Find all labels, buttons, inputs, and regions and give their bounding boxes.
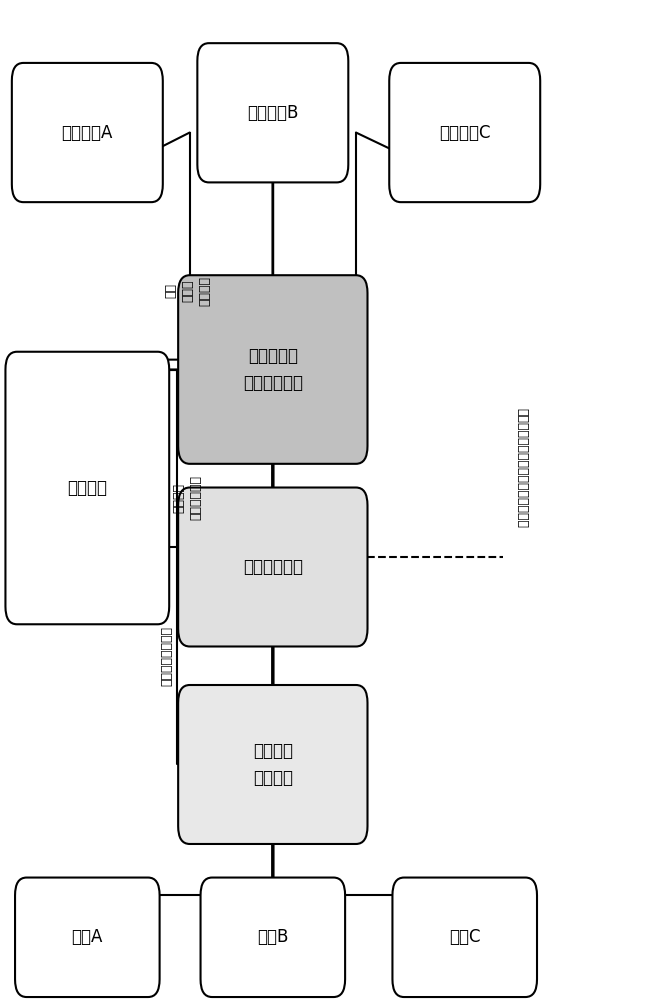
Text: 商户B: 商户B [257,928,288,946]
Text: 数据源渠道
采集信息模块: 数据源渠道 采集信息模块 [243,347,303,392]
FancyBboxPatch shape [393,878,537,997]
Text: 获取
数据源
采集数据: 获取 数据源 采集数据 [164,276,211,306]
Text: 商户A: 商户A [72,928,103,946]
Text: 路由管理模块: 路由管理模块 [243,558,303,576]
Text: 监控中心: 监控中心 [67,479,108,497]
Text: 征信业务
前置系统: 征信业务 前置系统 [253,742,293,787]
FancyBboxPatch shape [178,488,367,646]
FancyBboxPatch shape [200,878,345,997]
Text: 数据中心C: 数据中心C [439,124,491,142]
FancyBboxPatch shape [198,43,349,182]
FancyBboxPatch shape [178,685,367,844]
FancyBboxPatch shape [5,352,169,624]
Text: 获取商户调用数据: 获取商户调用数据 [161,626,174,686]
Text: 数据中心A: 数据中心A [62,124,113,142]
FancyBboxPatch shape [178,275,367,464]
FancyBboxPatch shape [389,63,540,202]
Text: 数据中心B: 数据中心B [247,104,299,122]
Text: 商户C: 商户C [449,928,480,946]
FancyBboxPatch shape [12,63,163,202]
Text: 监控信息
反馈路由模块: 监控信息 反馈路由模块 [173,475,203,520]
FancyBboxPatch shape [15,878,159,997]
Text: 路由模块根据监控信息调整数据中心: 路由模块根据监控信息调整数据中心 [516,408,529,528]
